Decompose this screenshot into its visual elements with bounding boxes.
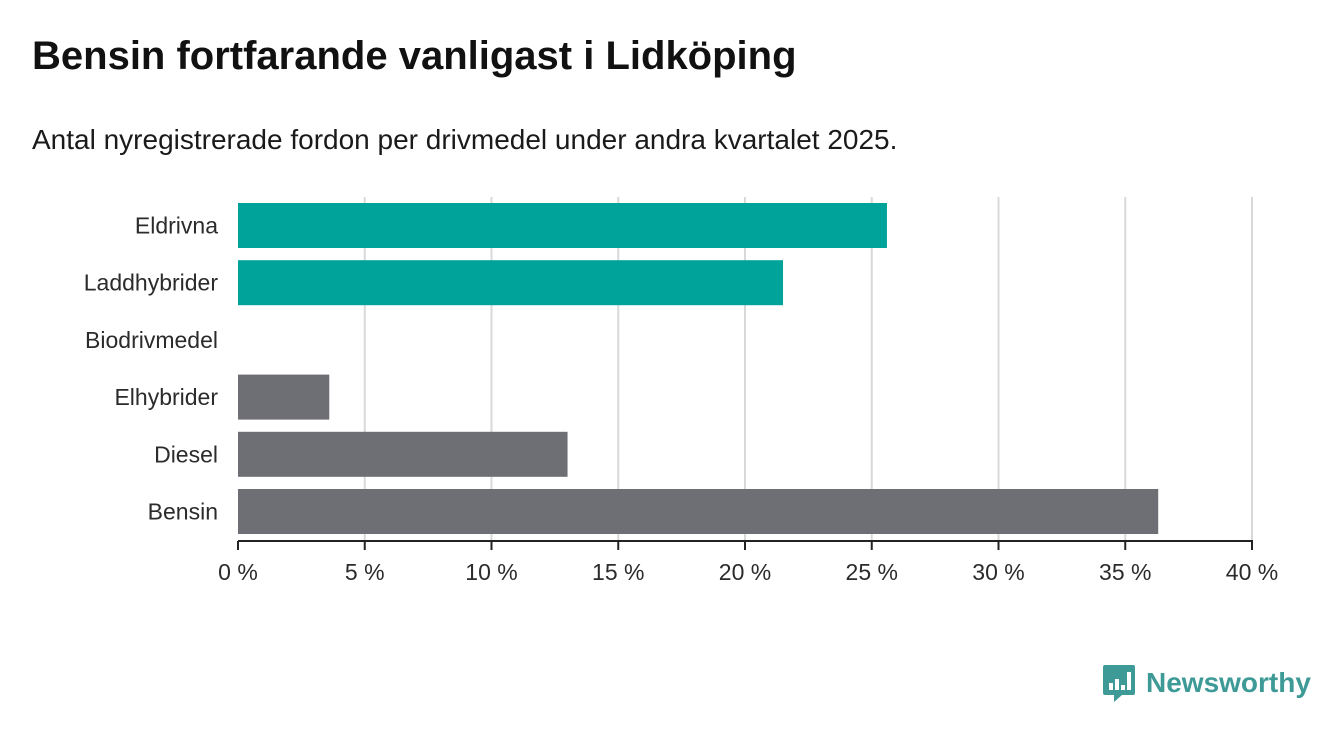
category-label: Bensin (148, 499, 218, 525)
x-tick-label: 15 % (592, 559, 644, 585)
x-axis: 0 % 5 % 10 % 15 % 20 % 25 % 30 % 35 % 40 % (218, 540, 1278, 585)
category-label: Biodrivmedel (85, 327, 218, 353)
x-tick-label: 0 % (218, 559, 258, 585)
gridlines (363, 197, 1253, 541)
x-tick-label: 25 % (846, 559, 898, 585)
category-label: Laddhybrider (84, 270, 219, 296)
newsworthy-logo-icon (1103, 665, 1135, 702)
x-tick-label: 20 % (719, 559, 771, 585)
x-tick-label: 30 % (972, 559, 1024, 585)
bar-elhybrider (238, 374, 330, 420)
bar-eldrivna (238, 203, 887, 248)
category-label: Diesel (154, 441, 218, 467)
bar-diesel (238, 431, 568, 477)
newsworthy-logo: Newsworthy (1102, 663, 1311, 703)
chart-subtitle: Antal nyregistrerade fordon per drivmede… (32, 124, 898, 155)
x-tick-label: 10 % (465, 559, 517, 585)
x-tick-label: 35 % (1099, 559, 1151, 585)
chart-title: Bensin fortfarande vanligast i Lidköping (32, 34, 797, 78)
brand-name: Newsworthy (1146, 667, 1311, 698)
category-labels: Eldrivna Laddhybrider Biodrivmedel Elhybrid… (84, 213, 219, 525)
category-label: Eldrivna (135, 213, 218, 239)
x-tick-label: 40 % (1226, 559, 1278, 585)
category-label: Elhybrider (114, 384, 218, 410)
bar-laddhybrider (238, 260, 784, 306)
bars (238, 203, 1159, 534)
bar-bensin (238, 489, 1159, 534)
x-tick-label: 5 % (345, 559, 385, 585)
